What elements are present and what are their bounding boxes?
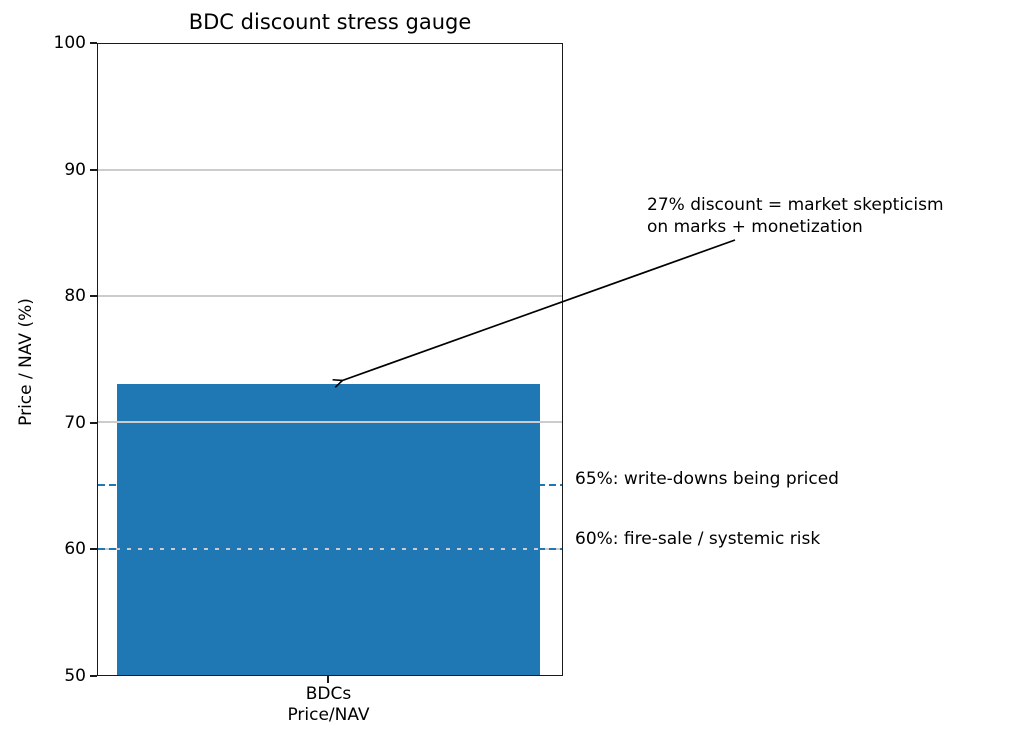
y-tick-label-80: 80 [64, 286, 86, 306]
y-tick-label-50: 50 [64, 666, 86, 686]
y-tick-label-90: 90 [64, 160, 86, 180]
y-tick-label-60: 60 [64, 539, 86, 559]
annotation-line1: 27% discount = market skepticism [647, 195, 944, 215]
gridline-80 [98, 295, 562, 297]
threshold-label-60: 60%: fire-sale / systemic risk [575, 529, 821, 549]
y-tick-mark [90, 295, 97, 297]
y-tick-mark [90, 422, 97, 424]
annotation-text: 27% discount = market skepticism on mark… [647, 194, 944, 238]
x-tick-mark [327, 676, 329, 683]
gridline-90 [98, 169, 562, 171]
x-tick-label-line2: Price/NAV [287, 705, 370, 725]
threshold-label-65: 65%: write-downs being priced [575, 469, 839, 489]
x-tick-label: BDCs Price/NAV [117, 684, 540, 726]
plot-area [97, 43, 563, 676]
y-tick-mark [90, 42, 97, 44]
bar-bdcs-price-nav [117, 384, 540, 675]
y-tick-label-70: 70 [64, 413, 86, 433]
gridline-70 [98, 421, 562, 423]
threshold-line-65 [98, 484, 562, 486]
threshold-line-60 [98, 548, 562, 550]
y-axis-label: Price / NAV (%) [16, 298, 36, 426]
chart-title: BDC discount stress gauge [188, 10, 472, 34]
y-tick-mark [90, 675, 97, 677]
annotation-line2: on marks + monetization [647, 217, 863, 237]
y-tick-mark [90, 548, 97, 550]
y-tick-mark [90, 169, 97, 171]
y-tick-label-100: 100 [53, 33, 86, 53]
x-tick-label-line1: BDCs [305, 684, 352, 704]
